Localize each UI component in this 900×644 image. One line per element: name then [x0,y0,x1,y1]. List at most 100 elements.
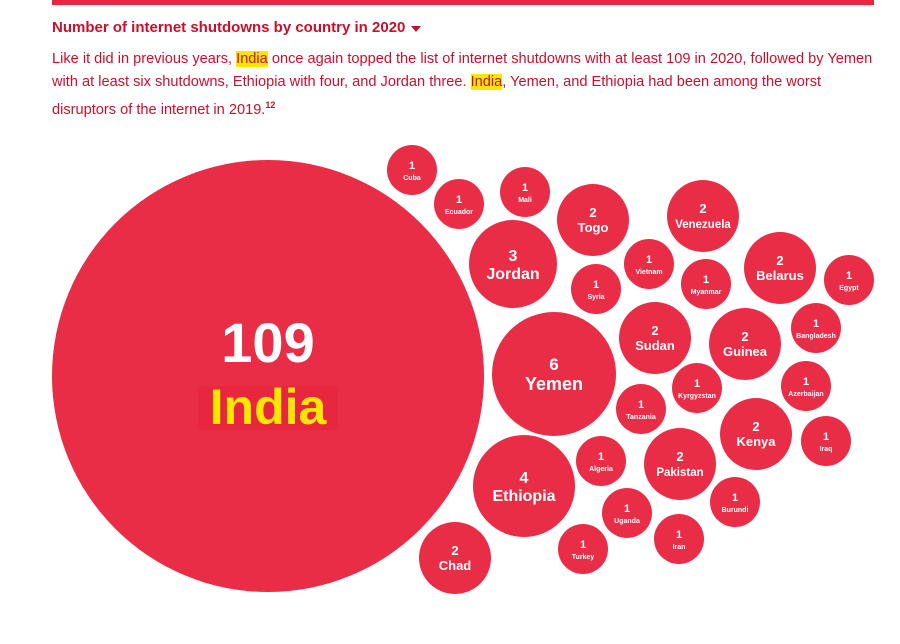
footnote-ref[interactable]: 12 [265,100,276,110]
bubble-value-mali: 1 [522,182,528,194]
bubble-value-burundi: 1 [732,492,738,504]
bubble-label-yemen: Yemen [525,374,583,394]
bubble-turkey[interactable]: 1 Turkey [558,524,608,574]
bubble-label-india: India [210,379,328,435]
bubble-value-yemen: 6 [549,355,558,374]
bubble-value-kenya: 2 [752,419,759,434]
bubble-bangladesh[interactable]: 1 Bangladesh [791,303,841,353]
bubble-azerbaijan[interactable]: 1 Azerbaijan [781,361,831,411]
bubble-value-algeria: 1 [598,451,604,463]
chart-selector[interactable]: Number of internet shutdowns by country … [52,19,422,36]
bubble-value-cuba: 1 [409,160,415,172]
bubble-pakistan[interactable]: 2 Pakistan [644,428,716,500]
bubble-circle-chad [419,522,491,594]
bubble-label-pakistan: Pakistan [656,467,703,479]
bubble-label-sudan: Sudan [635,338,675,353]
bubble-value-venezuela: 2 [699,201,706,216]
bubble-value-vietnam: 1 [646,254,652,266]
bubble-label-myanmar: Myanmar [691,289,722,296]
bubble-label-ecuador: Ecuador [445,209,473,216]
intro-paragraph: Like it did in previous years, India onc… [52,48,882,122]
bubble-label-cuba: Cuba [403,175,421,182]
bubble-value-togo: 2 [589,205,596,220]
intro-text-3: , Yemen, and Ethiopia had been among the… [52,74,822,118]
bubble-value-myanmar: 1 [703,274,709,286]
bubble-uganda[interactable]: 1 Uganda [602,488,652,538]
india-label-background [198,386,338,430]
bubble-label-uganda: Uganda [614,518,640,525]
bubble-iran[interactable]: 1 Iran [654,514,704,564]
bubble-circle-pakistan [644,428,716,500]
bubble-value-belarus: 2 [776,253,783,268]
chart-title: Number of internet shutdowns by country … [52,19,406,36]
bubble-egypt[interactable]: 1 Egypt [824,255,874,305]
bubble-circle-syria [571,264,621,314]
bubble-ecuador[interactable]: 1 Ecuador [434,179,484,229]
bubble-value-pakistan: 2 [676,449,683,464]
bubble-label-bangladesh: Bangladesh [796,333,836,340]
bubble-burundi[interactable]: 1 Burundi [710,477,760,527]
bubble-label-iraq: Iraq [820,446,833,453]
bubble-value-jordan: 3 [509,248,518,265]
bubble-value-ethiopia: 4 [520,470,529,487]
bubble-vietnam[interactable]: 1 Vietnam [624,239,674,289]
bubble-label-egypt: Egypt [839,285,859,292]
bubble-label-kenya: Kenya [736,434,776,449]
bubble-tanzania[interactable]: 1 Tanzania [616,384,666,434]
bubble-label-burundi: Burundi [722,507,749,514]
bubble-label-mali: Mali [518,197,532,204]
bubble-circle-myanmar [681,259,731,309]
bubble-value-kyrgyzstan: 1 [694,378,700,390]
bubble-circle-belarus [744,232,816,304]
bubble-syria[interactable]: 1 Syria [571,264,621,314]
bubble-circle-jordan [469,220,557,308]
bubble-circle-iraq [801,416,851,466]
bubble-circle-ethiopia [473,435,575,537]
bubble-label-togo: Togo [578,220,609,235]
bubble-circle-kenya [720,398,792,470]
bubble-venezuela[interactable]: 2 Venezuela [667,180,739,252]
bubble-circle-india [52,160,484,592]
bubble-value-iran: 1 [676,529,682,541]
bubble-label-turkey: Turkey [572,554,595,561]
intro-text-1: Like it did in previous years, [52,51,237,67]
bubble-value-india: 109 [221,311,314,374]
bubble-value-egypt: 1 [846,270,852,282]
bubble-label-ethiopia: Ethiopia [492,488,555,505]
bubble-label-chad: Chad [439,558,472,573]
bubble-circle-cuba [387,145,437,195]
bubble-circle-venezuela [667,180,739,252]
bubble-circle-tanzania [616,384,666,434]
bubble-circle-burundi [710,477,760,527]
bubble-kyrgyzstan[interactable]: 1 Kyrgyzstan [672,363,722,413]
bubble-label-belarus: Belarus [756,268,804,283]
bubble-value-uganda: 1 [624,503,630,515]
bubble-value-iraq: 1 [823,431,829,443]
bubble-circle-vietnam [624,239,674,289]
bubble-label-venezuela: Venezuela [675,219,731,231]
bubble-cuba[interactable]: 1 Cuba [387,145,437,195]
bubble-label-kyrgyzstan: Kyrgyzstan [678,393,716,400]
bubble-iraq[interactable]: 1 Iraq [801,416,851,466]
bubble-value-chad: 2 [451,543,458,558]
bubble-value-ecuador: 1 [456,194,462,206]
bubble-circle-uganda [602,488,652,538]
bubble-mali[interactable]: 1 Mali [500,167,550,217]
bubble-circle-togo [557,184,629,256]
bubble-value-azerbaijan: 1 [803,376,809,388]
bubble-label-syria: Syria [587,294,604,301]
bubble-circle-kyrgyzstan [672,363,722,413]
bubble-myanmar[interactable]: 1 Myanmar [681,259,731,309]
bubble-algeria[interactable]: 1 Algeria [576,436,626,486]
bubble-circle-algeria [576,436,626,486]
